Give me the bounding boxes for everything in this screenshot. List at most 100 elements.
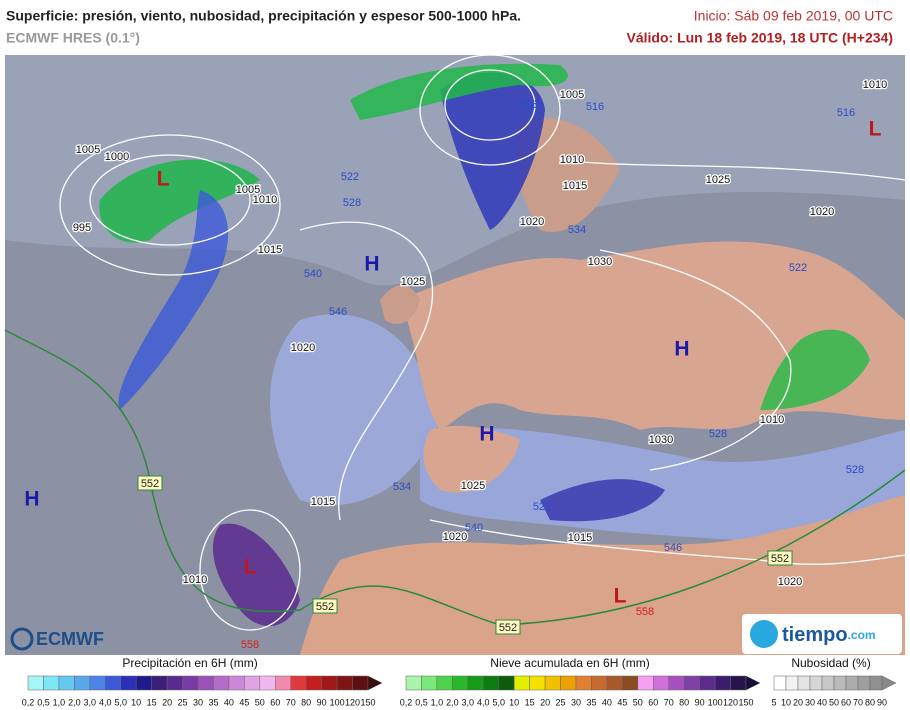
legend-tick-label: 10	[131, 697, 141, 707]
label-box	[767, 550, 793, 566]
high-center: H	[364, 253, 379, 276]
legend-tick-label: 70	[286, 697, 296, 707]
isobar-label: 1025	[706, 174, 730, 186]
legend-swatch	[529, 675, 546, 691]
logo-bg	[742, 614, 902, 654]
legend-swatch	[513, 675, 530, 691]
legend-swatch	[74, 675, 91, 691]
legend-tick-label: 0,2	[400, 697, 413, 707]
legend-tick-label: 3,0	[462, 697, 475, 707]
logo-word: tiempo	[782, 624, 848, 646]
isobar-label: 995	[73, 222, 91, 234]
legend-swatch	[653, 675, 669, 691]
isobar-label: 1010	[253, 194, 277, 206]
thickness-label: 528	[709, 428, 727, 440]
legend-swatch	[275, 675, 291, 691]
label-box	[495, 619, 521, 635]
thickness-label: 516	[837, 107, 855, 119]
thickness-552-label: 552	[316, 601, 334, 613]
legend-arrow	[367, 675, 383, 691]
legend-tick-label: 100	[708, 697, 723, 707]
legend-tick-label: 80	[865, 697, 875, 707]
552-line	[4, 329, 906, 626]
isobar-label: 1030	[588, 256, 612, 268]
legend-tick-label: 30	[805, 697, 815, 707]
tiempo-logo: tiempo.com	[742, 614, 902, 654]
ecmwf-logo: ECMWF	[10, 627, 104, 651]
label-box	[312, 598, 338, 614]
legend-swatch	[483, 675, 499, 691]
isobar-label: 1020	[778, 576, 802, 588]
med-sea	[420, 427, 905, 560]
isobar	[59, 134, 281, 276]
logo-icon	[10, 627, 34, 651]
legend-swatch	[683, 675, 700, 691]
legend-tick-label: 90	[317, 697, 327, 707]
legend-swatch	[560, 675, 577, 691]
legend-tick-label: 0,5	[37, 697, 50, 707]
legend-swatch	[27, 675, 44, 691]
legend-swatch	[336, 675, 353, 691]
legend-swatch	[166, 675, 183, 691]
isobar	[299, 221, 434, 521]
thickness-label: 522	[533, 501, 551, 513]
legend-tick-label: 3,0	[84, 697, 97, 707]
legend-tick-label: 80	[679, 697, 689, 707]
isobar-label: 1005	[560, 89, 584, 101]
legend-tick-label: 40	[817, 697, 827, 707]
thickness-552-label: 552	[141, 478, 159, 490]
thickness-552-label: 552	[771, 553, 789, 565]
legend-tick-label: 10	[781, 697, 791, 707]
isobar	[599, 249, 792, 471]
legend-swatch	[197, 675, 214, 691]
rain-band	[440, 72, 545, 230]
logo-text: ECMWF	[36, 629, 104, 649]
logo-text: tiempo.com	[782, 624, 876, 646]
isobar	[559, 159, 906, 181]
map: HHHHLLLL10051000995100510101015102010251…	[4, 54, 906, 655]
legend-tick-label: 50	[829, 697, 839, 707]
legend-tick-label: 4,0	[477, 697, 490, 707]
land-britain	[380, 285, 420, 324]
isobar-label: 1015	[568, 532, 592, 544]
thickness-label: 546	[664, 542, 682, 554]
legend-tick-label: 40	[602, 697, 612, 707]
legend-swatch	[290, 675, 307, 691]
legend-swatch	[622, 675, 639, 691]
legend-swatch	[699, 675, 716, 691]
legend-swatch	[591, 675, 608, 691]
legend-swatch	[305, 675, 322, 691]
isobar	[89, 154, 251, 246]
legend-swatch	[120, 675, 137, 691]
legend-title: Nubosidad (%)	[791, 656, 870, 670]
legend-tick-label: 150	[360, 697, 375, 707]
legend-tick-label: 1,0	[431, 697, 444, 707]
legend-tick-label: 5	[771, 697, 776, 707]
isobar-label: 1025	[401, 276, 425, 288]
legend-tick-label: 15	[525, 697, 535, 707]
thickness-552-label: 552	[499, 622, 517, 634]
legend-swatch	[213, 675, 230, 691]
legend-tick-label: 35	[586, 697, 596, 707]
legend-tick-label: 90	[877, 697, 887, 707]
isobar-label: 1000	[105, 151, 129, 163]
valid-time: Válido: Lun 18 feb 2019, 18 UTC (H+234)	[627, 30, 893, 46]
legend-tick-label: 20	[793, 697, 803, 707]
isobar-label: 1015	[563, 180, 587, 192]
legend-tick-label: 120	[345, 697, 360, 707]
legend-tick-label: 4,0	[99, 697, 112, 707]
legend-swatch	[244, 675, 261, 691]
legend-tick-label: 120	[723, 697, 738, 707]
isobar-label: 1005	[76, 144, 100, 156]
isobar-label: 1020	[520, 216, 544, 228]
legend-swatch	[421, 675, 438, 691]
legend-swatch	[182, 675, 199, 691]
legend-swatch	[452, 675, 469, 691]
legend-tick-label: 60	[270, 697, 280, 707]
legend-swatch	[833, 675, 847, 691]
high-center: H	[674, 338, 689, 361]
legend-swatch	[498, 675, 515, 691]
legend-tick-label: 0,5	[415, 697, 428, 707]
legend-swatch	[405, 675, 422, 691]
